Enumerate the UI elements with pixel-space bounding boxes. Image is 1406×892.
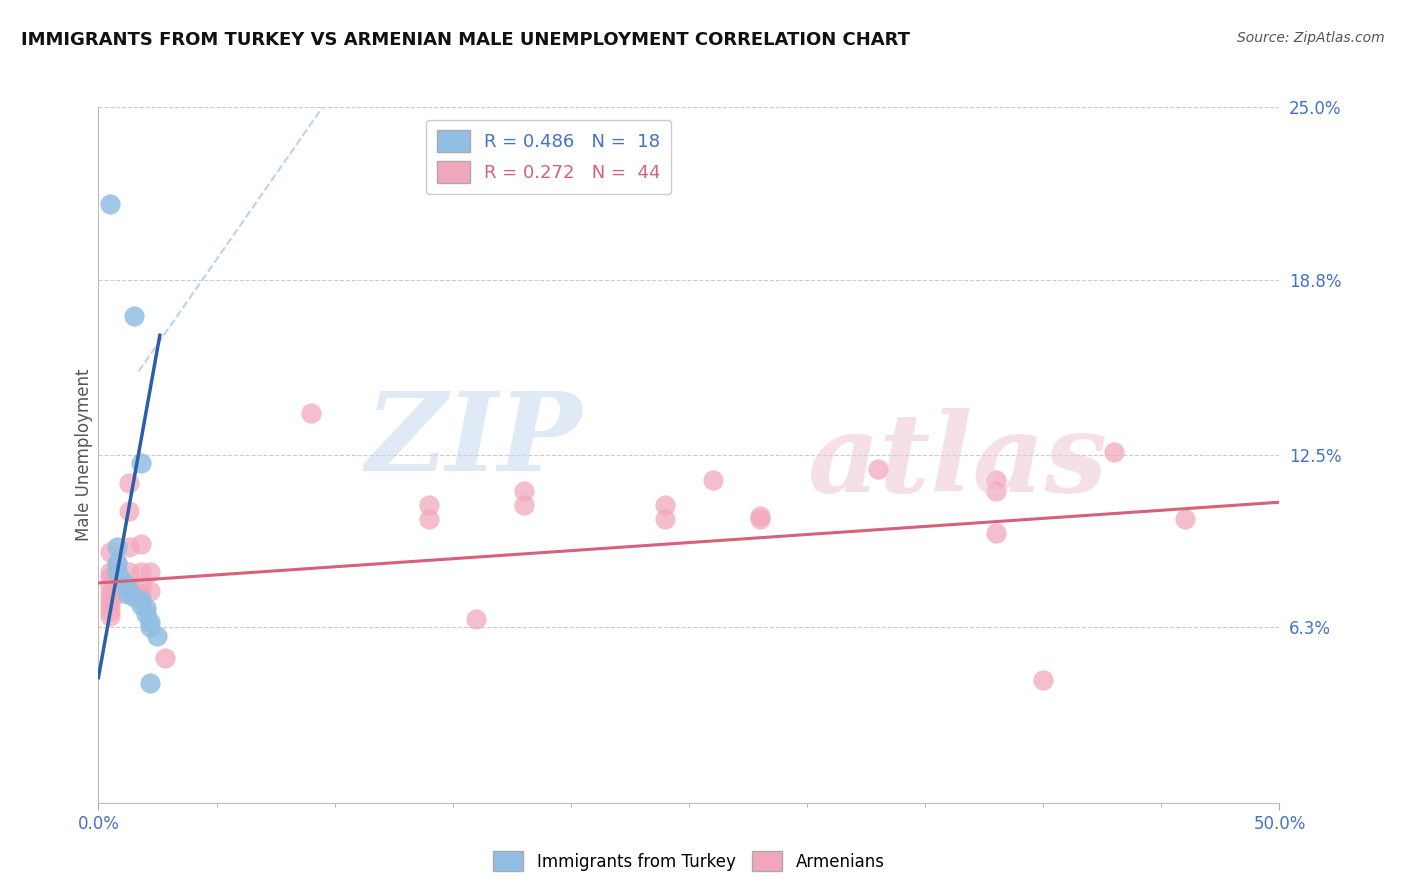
Point — [984, 473, 1007, 487]
Point — [98, 592, 121, 607]
Legend: Immigrants from Turkey, Armenians: Immigrants from Turkey, Armenians — [486, 845, 891, 878]
Text: IMMIGRANTS FROM TURKEY VS ARMENIAN MALE UNEMPLOYMENT CORRELATION CHART: IMMIGRANTS FROM TURKEY VS ARMENIAN MALE … — [21, 31, 910, 49]
Point — [153, 651, 176, 665]
Point — [98, 587, 121, 601]
Point — [748, 512, 770, 526]
Point — [118, 584, 141, 599]
Point — [654, 512, 676, 526]
Point — [129, 565, 152, 579]
Point — [465, 612, 488, 626]
Point — [512, 498, 534, 512]
Point — [105, 557, 128, 571]
Point — [129, 587, 152, 601]
Point — [418, 498, 440, 512]
Point — [105, 540, 128, 554]
Point — [139, 676, 162, 690]
Text: atlas: atlas — [807, 409, 1108, 516]
Point — [139, 565, 162, 579]
Text: Source: ZipAtlas.com: Source: ZipAtlas.com — [1237, 31, 1385, 45]
Point — [118, 565, 141, 579]
Point — [98, 604, 121, 618]
Point — [98, 598, 121, 612]
Point — [866, 462, 889, 476]
Point — [139, 615, 162, 629]
Point — [98, 609, 121, 624]
Point — [654, 498, 676, 512]
Point — [129, 537, 152, 551]
Point — [118, 579, 141, 593]
Point — [129, 592, 152, 607]
Point — [129, 456, 152, 470]
Point — [98, 545, 121, 559]
Point — [105, 565, 128, 579]
Point — [1032, 673, 1054, 688]
Point — [105, 579, 128, 593]
Point — [118, 540, 141, 554]
Point — [984, 525, 1007, 540]
Point — [105, 587, 128, 601]
Point — [135, 601, 157, 615]
Point — [129, 598, 152, 612]
Point — [1102, 445, 1125, 459]
Point — [122, 309, 145, 323]
Point — [135, 607, 157, 621]
Point — [98, 565, 121, 579]
Point — [122, 590, 145, 604]
Point — [111, 573, 134, 587]
Point — [984, 484, 1007, 499]
Text: ZIP: ZIP — [366, 387, 582, 495]
Point — [115, 587, 138, 601]
Point — [418, 512, 440, 526]
Point — [139, 620, 162, 634]
Point — [105, 565, 128, 579]
Point — [118, 503, 141, 517]
Point — [98, 579, 121, 593]
Point — [105, 557, 128, 571]
Point — [702, 473, 724, 487]
Point — [129, 579, 152, 593]
Point — [146, 629, 169, 643]
Point — [1174, 512, 1197, 526]
Point — [512, 484, 534, 499]
Point — [299, 406, 322, 420]
Y-axis label: Male Unemployment: Male Unemployment — [75, 368, 93, 541]
Point — [115, 579, 138, 593]
Point — [748, 509, 770, 524]
Point — [98, 570, 121, 584]
Point — [139, 584, 162, 599]
Point — [98, 197, 121, 211]
Point — [118, 475, 141, 490]
